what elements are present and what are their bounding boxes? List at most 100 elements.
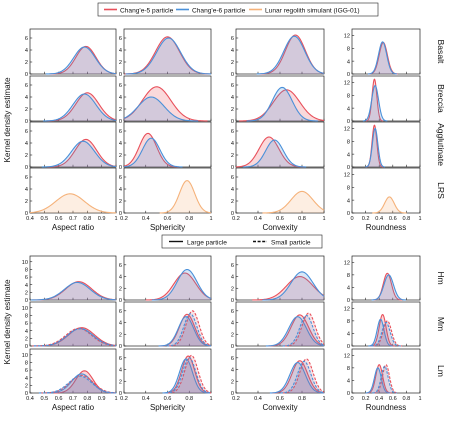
y-tick-label: 4	[25, 329, 28, 335]
density-area-chang-e-6-particle	[45, 47, 116, 74]
subplot-frame	[351, 348, 421, 394]
density-area-chang-e-5-particle	[32, 281, 116, 300]
x-tick-label: 1	[209, 396, 212, 402]
subplot-lm-roundness: 0 4 8 12 0 0.2 0.4 0.6 0.8 1 Roundness	[344, 348, 422, 412]
subplot-lrs-aspect-ratio: 0 2 4 6 0.4 0.5 0.6 0.7 0.8 0.9 1 Aspect ratio	[25, 167, 118, 232]
y-tick-label: 2	[119, 379, 122, 385]
density-line-chang-e-6-particle	[368, 318, 393, 347]
x-tick-label: 1	[114, 396, 117, 402]
density-area-chang-e-5-particle	[268, 314, 324, 346]
y-tick-label: 0	[347, 391, 350, 397]
x-tick-label: 0.4	[26, 396, 34, 402]
subplot-agglutinate-sphericity: 0 2 4 6	[119, 121, 212, 171]
density-area-chang-e-6-particle	[151, 269, 211, 300]
density-area-chang-e-5-particle	[164, 356, 211, 393]
panel-top: Kernel density estimate Basalt 0 2 4 6 0 2 4 6 0 2 4…	[3, 28, 446, 232]
y-tick-label: 6	[25, 321, 28, 327]
subplot-hm-aspect-ratio: 02 4 68 10	[22, 255, 117, 304]
y-tick-label: 6	[119, 309, 122, 315]
y-tick-label: 0	[119, 72, 122, 78]
subplot-lm-sphericity: 0 2 4 6 0.2 0.4 0.6 0.8 1 Sphericity	[119, 348, 213, 412]
density-line-chang-e-6-particle	[365, 127, 385, 168]
subplot-mm-sphericity: 0 2 4 6	[119, 301, 212, 350]
x-tick-label: 0.2	[362, 216, 370, 222]
y-tick-label: 12	[344, 81, 350, 87]
y-tick-label: 0	[25, 344, 28, 350]
x-tick-label: 0.8	[83, 216, 91, 222]
density-line-chang-e-6-particle	[365, 367, 391, 394]
y-tick-label: 0	[25, 119, 28, 125]
x-tick-label: 0.7	[69, 216, 77, 222]
y-tick-label: 0	[231, 119, 234, 125]
y-tick-label: 8	[347, 185, 350, 191]
density-line-chang-e-6-particle-small	[371, 321, 401, 347]
density-line-chang-e-6-particle-small	[33, 328, 117, 347]
density-line-chang-e-6-particle	[371, 274, 406, 301]
density-area-chang-e-6-particle	[124, 97, 199, 121]
legend-label-chang-e-6-particle: Chang'e-6 particle	[192, 8, 246, 15]
y-tick-label: 4	[231, 321, 234, 327]
legend-top: Chang'e-5 particle Chang'e-6 particle Luna…	[97, 2, 379, 17]
density-line-chang-e-5-particle	[365, 78, 384, 122]
y-tick-label: 4	[119, 321, 122, 327]
y-tick-label: 2	[231, 153, 234, 159]
y-tick-label: 4	[231, 187, 234, 193]
subplot-breccia-convexity: 0 2 4 6	[231, 75, 325, 125]
y-tick-label: 0	[25, 165, 28, 171]
density-area-chang-e-5-particle-small	[169, 310, 211, 346]
subplot-frame	[29, 348, 117, 394]
y-tick-label: 6	[25, 275, 28, 281]
y-tick-label: 10	[22, 353, 28, 359]
y-tick-label: 0	[119, 211, 122, 217]
y-tick-label: 4	[25, 141, 28, 147]
y-tick-label: 2	[119, 286, 122, 292]
x-tick-label: 0.4	[375, 396, 383, 402]
density-area-chang-e-5-particle	[124, 86, 208, 121]
x-tick-label: 0.4	[26, 216, 34, 222]
y-tick-label: 0	[231, 344, 234, 350]
y-tick-label: 0	[347, 119, 350, 125]
subplot-basalt-sphericity: 0 2 4 6	[119, 28, 212, 78]
x-tick-label: 0.5	[40, 396, 48, 402]
y-tick-label: 4	[119, 48, 122, 54]
density-line-chang-e-5-particle	[272, 360, 325, 394]
density-area-chang-e-5-particle	[49, 46, 116, 74]
density-area-chang-e-6-particle-small	[280, 361, 324, 393]
y-tick-label: 0	[347, 344, 350, 350]
density-area-chang-e-5-particle-small	[372, 320, 403, 346]
density-area-chang-e-6-particle	[43, 94, 116, 121]
density-area-lunar-regolith-simulant-igg-01	[372, 196, 407, 213]
density-area-chang-e-6-particle	[368, 319, 393, 346]
density-area-chang-e-5-particle	[252, 276, 324, 300]
density-area-chang-e-6-particle	[30, 282, 116, 300]
density-area-chang-e-5-particle	[47, 139, 117, 167]
y-tick-label: 4	[347, 198, 350, 204]
density-line-chang-e-6-particle-small	[282, 314, 325, 347]
density-area-lunar-regolith-simulant-igg-01	[30, 193, 116, 213]
x-tick-label: 0.6	[276, 396, 284, 402]
row-label-mm: Mm	[436, 317, 446, 331]
y-tick-label: 12	[344, 173, 350, 179]
y-tick-label: 12	[344, 127, 350, 133]
density-area-chang-e-5-particle	[366, 364, 392, 393]
subplot-lrs-roundness: 0 4 8 12 0 0.2 0.4 0.6 0.8 1 Roundness	[344, 167, 422, 232]
density-area-chang-e-5-particle	[259, 35, 324, 74]
subplot-mm-convexity: 0 2 4 6	[231, 301, 325, 350]
density-line-chang-e-6-particle	[158, 316, 212, 347]
legend-bottom-frame	[161, 234, 323, 249]
subplot-lm-convexity: 0 2 4 6 0.2 0.4 0.6 0.8 1 Convexity	[231, 348, 326, 412]
y-tick-label: 0	[119, 298, 122, 304]
y-tick-label: 6	[25, 175, 28, 181]
subplot-frame	[123, 167, 212, 214]
x-axis-label-convexity: Convexity	[262, 223, 297, 232]
x-tick-label: 0.4	[254, 396, 262, 402]
density-area-chang-e-5-particle	[365, 79, 384, 121]
subplot-frame	[29, 255, 117, 301]
x-tick-label: 0.6	[55, 216, 63, 222]
y-tick-label: 2	[119, 60, 122, 66]
y-tick-label: 4	[231, 95, 234, 101]
y-tick-label: 6	[231, 36, 234, 42]
x-tick-label: 1	[322, 396, 325, 402]
subplot-agglutinate-convexity: 0 2 4 6	[231, 121, 325, 171]
